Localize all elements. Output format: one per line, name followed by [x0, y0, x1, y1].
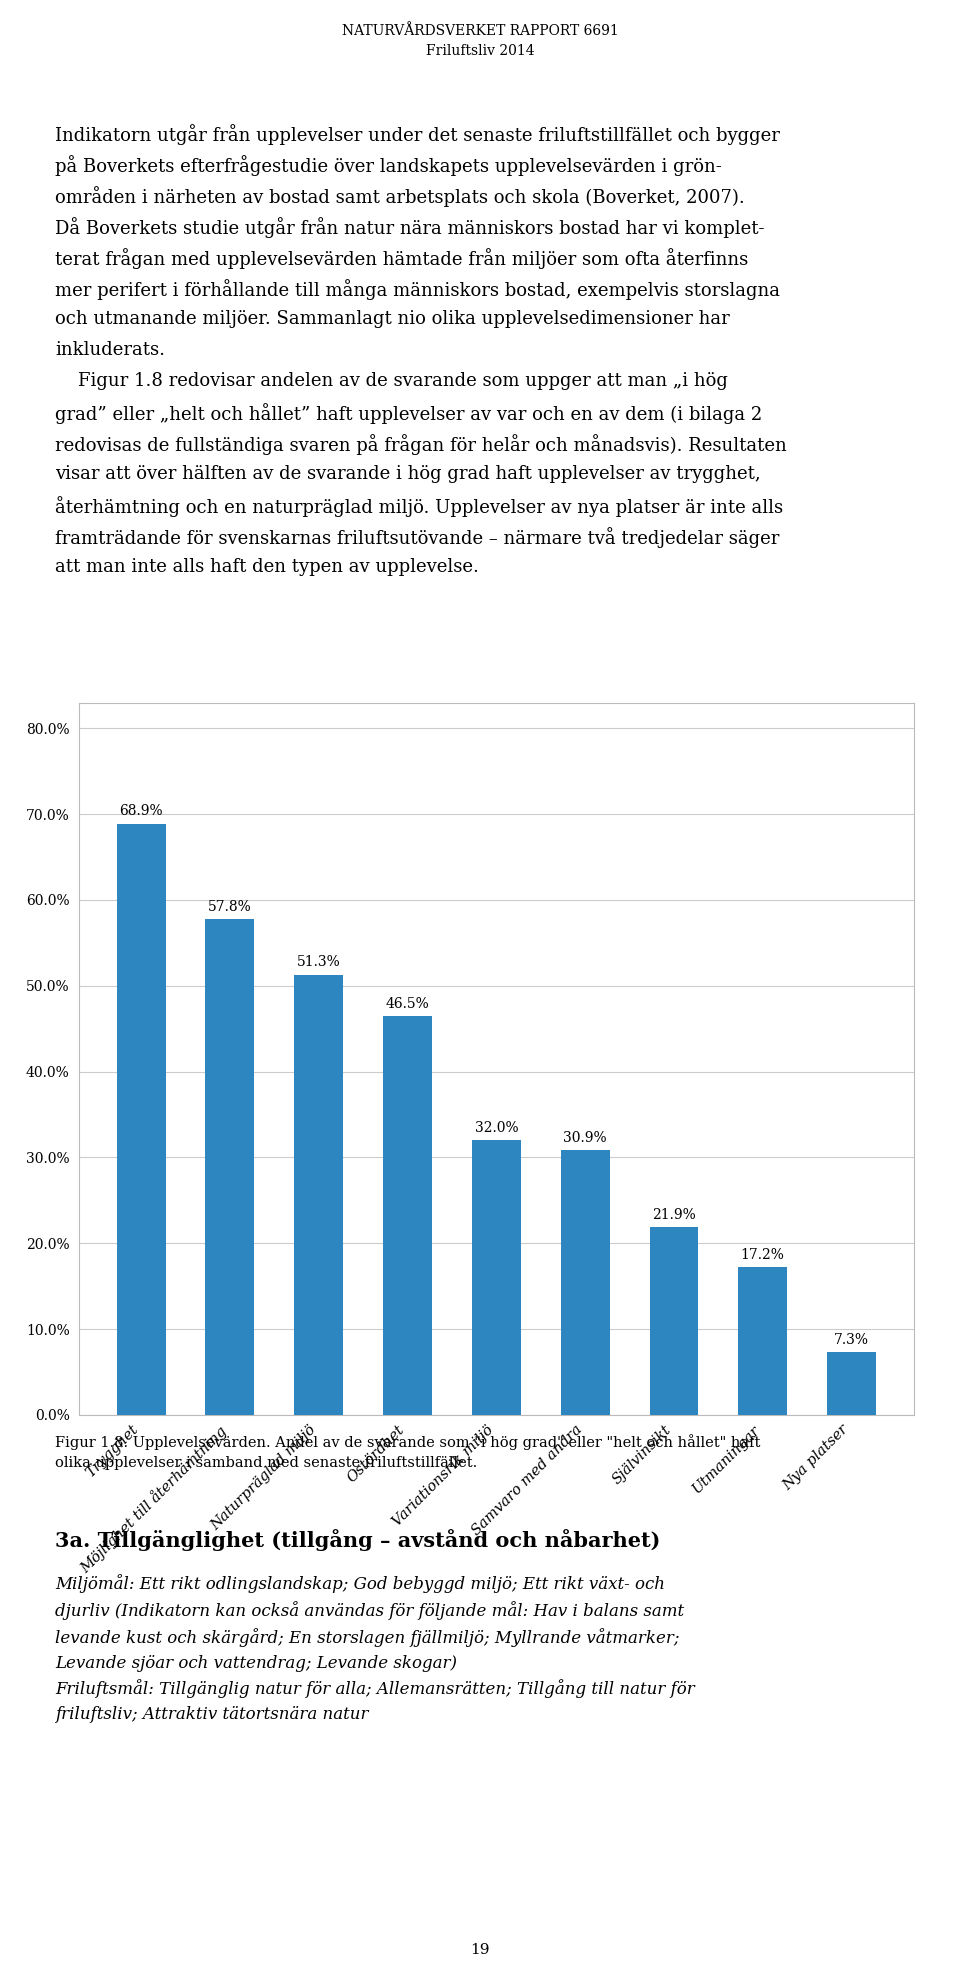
Text: 7.3%: 7.3% — [834, 1334, 869, 1348]
Text: mer perifert i förhållande till många människors bostad, exempelvis storslagna: mer perifert i förhållande till många mä… — [55, 279, 780, 301]
Text: på Boverkets efterfrågestudie över landskapets upplevelsevärden i grön-: på Boverkets efterfrågestudie över lands… — [55, 154, 722, 176]
Text: Figur 1.8 redovisar andelen av de svarande som uppger att man „i hög: Figur 1.8 redovisar andelen av de svaran… — [55, 372, 728, 390]
Text: NATURVÅRDSVERKET RAPPORT 6691: NATURVÅRDSVERKET RAPPORT 6691 — [342, 24, 618, 38]
Bar — [650, 1227, 698, 1415]
Text: visar att över hälften av de svarande i hög grad haft upplevelser av trygghet,: visar att över hälften av de svarande i … — [55, 465, 760, 483]
Text: 30.9%: 30.9% — [564, 1130, 607, 1144]
Text: Figur 1.8. Upplevelsevärden. Andel av de svarande som "i hög grad" eller "helt o: Figur 1.8. Upplevelsevärden. Andel av de… — [55, 1435, 760, 1451]
Text: att man inte alls haft den typen av upplevelse.: att man inte alls haft den typen av uppl… — [55, 558, 479, 576]
Text: redovisas de fullständiga svaren på frågan för helår och månadsvis). Resultaten: redovisas de fullständiga svaren på fråg… — [55, 433, 787, 455]
Text: friluftsliv; Attraktiv tätortsnära natur: friluftsliv; Attraktiv tätortsnära natur — [55, 1706, 369, 1724]
Bar — [383, 1015, 432, 1415]
Text: Då Boverkets studie utgår från natur nära människors bostad har vi komplet-: Då Boverkets studie utgår från natur när… — [55, 218, 764, 237]
Bar — [205, 918, 254, 1415]
Text: Levande sjöar och vattendrag; Levande skogar): Levande sjöar och vattendrag; Levande sk… — [55, 1654, 457, 1672]
Text: framträdande för svenskarnas friluftsutövande – närmare två tredjedelar säger: framträdande för svenskarnas friluftsutö… — [55, 526, 780, 548]
Text: terat frågan med upplevelsevärden hämtade från miljöer som ofta återfinns: terat frågan med upplevelsevärden hämtad… — [55, 247, 748, 269]
Text: 3a. Tillgänglighet (tillgång – avstånd och nåbarhet): 3a. Tillgänglighet (tillgång – avstånd o… — [55, 1530, 660, 1552]
Text: 17.2%: 17.2% — [741, 1249, 784, 1263]
Text: 51.3%: 51.3% — [297, 956, 341, 970]
Bar — [828, 1352, 876, 1415]
Text: levande kust och skärgård; En storslagen fjällmiljö; Myllrande våtmarker;: levande kust och skärgård; En storslagen… — [55, 1629, 680, 1647]
Text: områden i närheten av bostad samt arbetsplats och skola (Boverket, 2007).: områden i närheten av bostad samt arbets… — [55, 186, 745, 208]
Bar — [738, 1267, 787, 1415]
Text: 19: 19 — [470, 1943, 490, 1957]
Text: 21.9%: 21.9% — [652, 1207, 696, 1221]
Bar — [561, 1150, 610, 1415]
Text: Friluftsliv 2014: Friluftsliv 2014 — [425, 44, 535, 57]
Text: 57.8%: 57.8% — [208, 900, 252, 914]
Text: Indikatorn utgår från upplevelser under det senaste friluftstillfället och bygge: Indikatorn utgår från upplevelser under … — [55, 125, 780, 144]
Bar — [295, 974, 343, 1415]
Text: djurliv (Indikatorn kan också användas för följande mål: Hav i balans samt: djurliv (Indikatorn kan också användas f… — [55, 1601, 684, 1621]
Text: grad” eller „helt och hållet” haft upplevelser av var och en av dem (i bilaga 2: grad” eller „helt och hållet” haft upple… — [55, 404, 762, 424]
Text: 46.5%: 46.5% — [386, 997, 429, 1011]
Text: Miljömål: Ett rikt odlingslandskap; God bebyggd miljö; Ett rikt växt- och: Miljömål: Ett rikt odlingslandskap; God … — [55, 1573, 665, 1593]
Text: 32.0%: 32.0% — [474, 1122, 518, 1136]
Text: 68.9%: 68.9% — [119, 803, 163, 819]
Bar — [117, 823, 165, 1415]
Text: olika upplevelser i samband med senaste friluftstillfället.: olika upplevelser i samband med senaste … — [55, 1457, 477, 1470]
Text: återhämtning och en naturpräglad miljö. Upplevelser av nya platser är inte alls: återhämtning och en naturpräglad miljö. … — [55, 497, 783, 517]
Text: inkluderats.: inkluderats. — [55, 340, 165, 358]
Text: Friluftsmål: Tillgänglig natur för alla; Allemansrätten; Tillgång till natur för: Friluftsmål: Tillgänglig natur för alla;… — [55, 1678, 695, 1698]
Text: och utmanande miljöer. Sammanlagt nio olika upplevelsedimensioner har: och utmanande miljöer. Sammanlagt nio ol… — [55, 311, 730, 329]
Bar — [472, 1140, 520, 1415]
